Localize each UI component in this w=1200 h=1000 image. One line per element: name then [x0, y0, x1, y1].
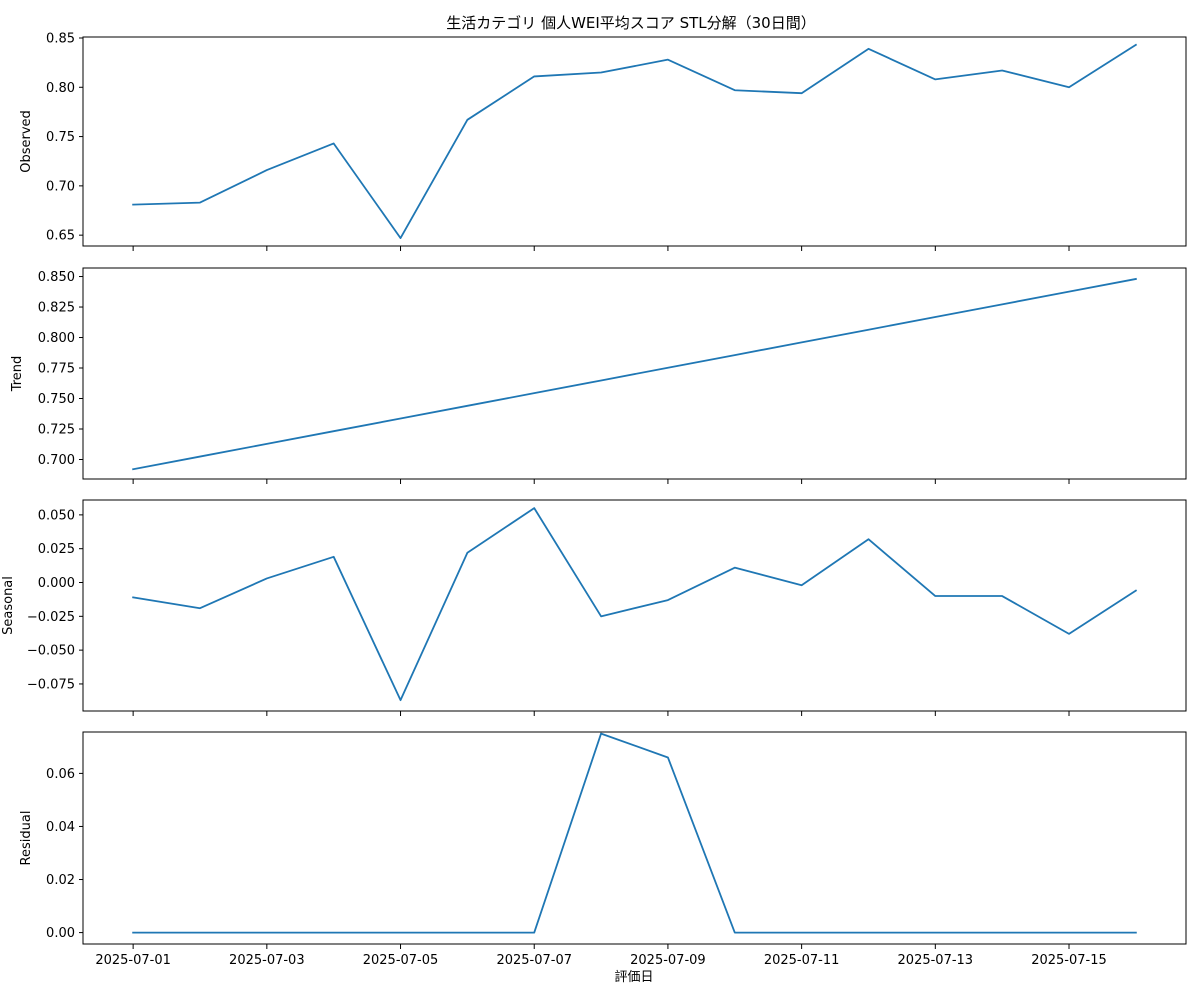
y-tick-label: 0.80 — [46, 81, 75, 96]
panel-frame — [82, 499, 1187, 712]
y-tick-label: 0.825 — [38, 301, 75, 316]
y-tick-label: 0.65 — [46, 229, 75, 244]
y-tick-label: 0.02 — [46, 873, 75, 888]
y-axis-label: Trend — [10, 356, 25, 393]
y-tick-label: 0.75 — [46, 130, 75, 145]
panel-residual: 0.00 0.02 0.04 0.06 2025-07-01 2025-07-03 2025… — [19, 731, 1187, 968]
series-line-residual — [132, 732, 1137, 934]
panel-seasonal: 0.050 0.025 0.000 −0.025 −0.050 −0.075 Seasona… — [1, 499, 1187, 716]
series-line-trend — [132, 277, 1137, 471]
figure-title: 生活カテゴリ 個人WEI平均スコア STL分解（30日間） — [446, 14, 815, 32]
x-tick-label: 2025-07-11 — [764, 953, 840, 968]
x-tick-label: 2025-07-01 — [95, 953, 171, 968]
y-axis-label: Observed — [19, 110, 34, 173]
panel-observed: 0.65 0.70 0.75 0.80 0.85 Observed — [19, 31, 1187, 251]
y-tick-label: 0.04 — [46, 820, 75, 835]
x-tick-label: 2025-07-13 — [898, 953, 974, 968]
y-tick-label: 0.750 — [38, 392, 75, 407]
panel-frame — [82, 267, 1187, 480]
x-tick-label: 2025-07-03 — [229, 953, 305, 968]
x-tick-label: 2025-07-07 — [496, 953, 572, 968]
panel-trend: 0.700 0.725 0.750 0.775 0.800 0.825 0.850 Trend — [10, 267, 1187, 484]
x-axis-label: 評価日 — [614, 970, 653, 985]
panels-group: 0.650.700.750.800.85Observed0.7000.7250.… — [1, 31, 1187, 968]
y-tick-label: 0.725 — [38, 422, 75, 437]
series-line-seasonal — [132, 507, 1138, 702]
y-tick-label: 0.85 — [46, 31, 75, 46]
y-tick-label: 0.06 — [46, 767, 75, 782]
x-tick-label: 2025-07-05 — [363, 953, 439, 968]
y-tick-label: −0.075 — [27, 677, 75, 692]
series-line-observed — [132, 43, 1138, 240]
panel-frame — [82, 731, 1187, 945]
y-tick-label: 0.850 — [38, 270, 75, 285]
y-tick-label: 0.700 — [38, 453, 75, 468]
y-tick-label: 0.800 — [38, 331, 75, 346]
y-tick-label: −0.050 — [27, 644, 75, 659]
y-axis-label: Seasonal — [1, 576, 16, 635]
y-tick-label: 0.025 — [38, 542, 75, 557]
y-tick-label: −0.025 — [27, 610, 75, 625]
y-tick-label: 0.000 — [38, 576, 75, 591]
y-tick-label: 0.050 — [38, 508, 75, 523]
panel-frame — [82, 36, 1187, 247]
x-tick-label: 2025-07-15 — [1031, 953, 1107, 968]
y-tick-label: 0.70 — [46, 179, 75, 194]
x-tick-label: 2025-07-09 — [630, 953, 706, 968]
y-axis-label: Residual — [19, 811, 34, 866]
y-tick-label: 0.775 — [38, 362, 75, 377]
y-tick-label: 0.00 — [46, 926, 75, 941]
